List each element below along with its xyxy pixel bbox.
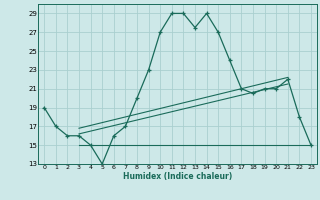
X-axis label: Humidex (Indice chaleur): Humidex (Indice chaleur) [123,172,232,181]
